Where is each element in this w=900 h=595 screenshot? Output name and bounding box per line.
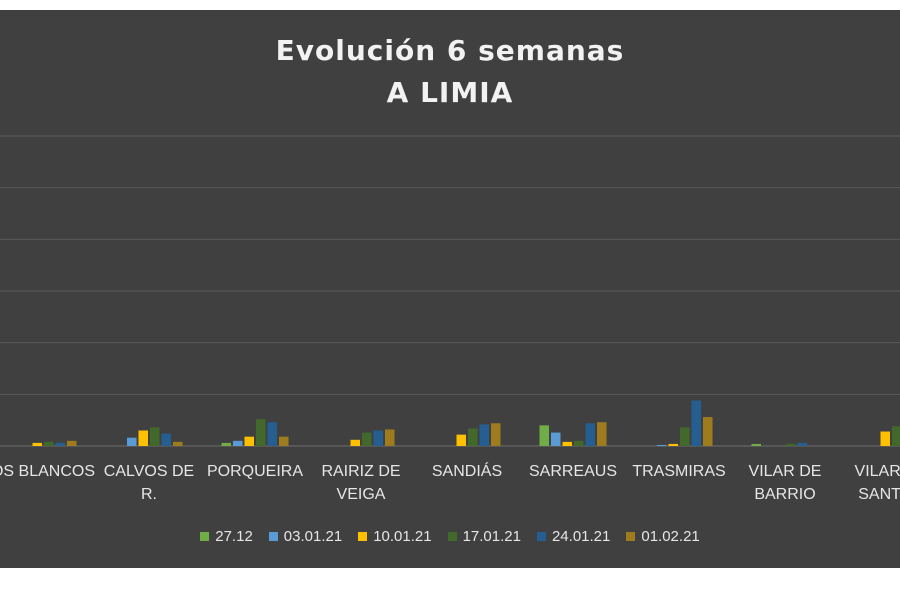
bar	[551, 432, 561, 446]
category-label: RAIRIZ DE	[321, 463, 400, 480]
legend-item: 03.01.21	[268, 528, 343, 545]
bar	[597, 422, 607, 446]
bar	[491, 423, 501, 446]
bar	[880, 431, 890, 446]
bar	[797, 442, 807, 446]
bar	[751, 443, 761, 446]
bar	[279, 436, 289, 446]
category-label: CALVOS DE	[104, 463, 194, 480]
bar	[680, 427, 690, 446]
bar	[703, 417, 713, 446]
category-label: OS BLANCOS	[0, 463, 95, 480]
bar	[233, 440, 243, 446]
legend-item: 27.12	[200, 528, 253, 545]
gridlines	[0, 135, 900, 447]
legend-label: 01.02.21	[641, 528, 700, 545]
bar	[468, 428, 478, 446]
category-label: BARRIO	[754, 486, 815, 503]
bar	[256, 419, 266, 446]
legend-swatch	[200, 532, 210, 541]
category-label: VEIGA	[337, 486, 386, 503]
category-label: SANTOS	[858, 486, 900, 503]
legend-swatch	[358, 532, 368, 541]
legend-swatch	[447, 532, 457, 541]
legend-label: 03.01.21	[283, 528, 343, 545]
bar	[479, 424, 489, 446]
bar	[32, 442, 42, 446]
category-label: PORQUEIRA	[207, 463, 303, 480]
chart-area: Evolución 6 semanas A LIMIA OS BLANCOS CA…	[0, 10, 900, 568]
bar	[691, 400, 701, 446]
bar	[173, 441, 183, 446]
bar	[574, 440, 584, 446]
bar	[221, 442, 231, 446]
bar	[786, 443, 796, 446]
legend-label: 24.01.21	[551, 528, 611, 545]
chart-subtitle: A LIMIA	[386, 76, 514, 109]
bar	[127, 437, 137, 446]
category-label: VILAR DE	[749, 463, 822, 480]
bar	[161, 433, 171, 446]
legend-swatch	[536, 532, 546, 541]
bar	[44, 441, 54, 446]
bar	[138, 430, 148, 446]
bar	[67, 440, 77, 446]
bar	[456, 434, 466, 446]
bar	[539, 425, 549, 446]
bar	[350, 439, 360, 446]
bar	[385, 429, 395, 446]
legend-label: 17.01.21	[462, 528, 521, 545]
bars	[32, 400, 900, 446]
bar	[373, 430, 383, 446]
legend-item: 10.01.21	[358, 528, 432, 545]
bar	[150, 427, 160, 446]
category-labels: OS BLANCOS CALVOS DE R. PORQUEIRA RAIRIZ DE V…	[0, 461, 900, 503]
bar	[668, 443, 678, 446]
bar	[55, 442, 65, 446]
bar	[267, 422, 277, 446]
category-label: TRASMIRAS	[632, 463, 725, 480]
bar	[562, 441, 572, 446]
legend-item: 24.01.21	[536, 528, 611, 545]
category-label: R.	[141, 486, 157, 503]
category-label: SARREAUS	[529, 463, 617, 480]
category-label: SANDIÁS	[432, 461, 502, 480]
chart-title: Evolución 6 semanas	[275, 34, 625, 67]
bar	[244, 436, 254, 446]
legend-label: 10.01.21	[373, 528, 432, 545]
legend-swatch	[268, 532, 278, 541]
category-label: VILAR DE	[855, 463, 900, 480]
bar	[362, 432, 372, 446]
bar	[585, 423, 595, 446]
legend: 27.12 03.01.21 10.01.21 17.01.21 24.01.21 01.…	[0, 528, 900, 545]
bar	[657, 444, 667, 446]
plot-svg: OS BLANCOS CALVOS DE R. PORQUEIRA RAIRIZ DE V…	[0, 135, 900, 503]
legend-item: 17.01.21	[447, 528, 521, 545]
legend-label: 27.12	[215, 528, 253, 545]
bar	[892, 426, 900, 446]
legend-item: 01.02.21	[626, 528, 700, 545]
legend-swatch	[626, 532, 636, 541]
